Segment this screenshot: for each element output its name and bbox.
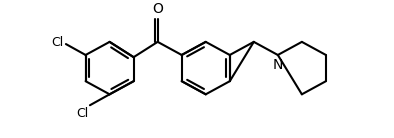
Text: Cl: Cl [52, 36, 64, 49]
Text: Cl: Cl [76, 107, 89, 120]
Text: O: O [152, 2, 163, 16]
Text: N: N [273, 58, 283, 72]
